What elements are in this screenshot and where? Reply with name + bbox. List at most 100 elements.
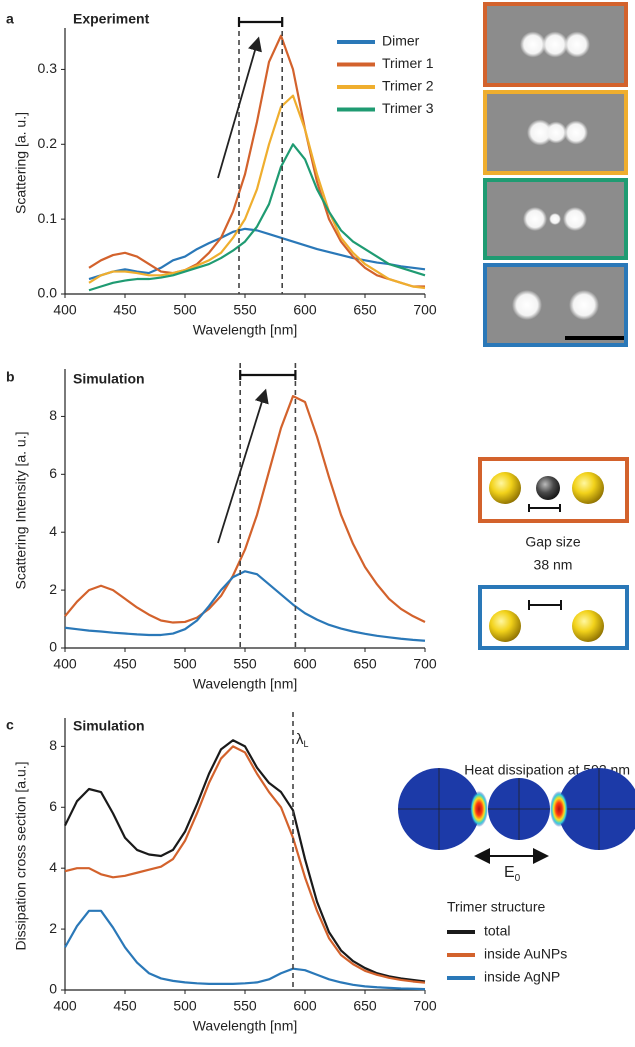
x-axis-label: Wavelength [nm] [193,676,298,692]
panel-label: b [6,369,15,385]
y-tick-label: 2 [49,920,57,936]
x-tick-label: 650 [353,656,377,672]
gold-sphere [489,610,521,642]
particle [564,120,588,145]
y-tick-label: 0.3 [38,60,58,76]
x-tick-label: 450 [113,998,137,1014]
shift-arrow [217,36,262,179]
particle [564,31,590,58]
x-tick-label: 400 [53,302,77,318]
sem-image [483,263,628,347]
gap-bar [528,504,561,512]
chart-title: Simulation [73,718,145,734]
x-tick-label: 600 [293,998,317,1014]
x-tick-label: 400 [53,656,77,672]
gold-sphere [572,610,604,642]
particle [549,213,561,225]
particle [527,119,553,146]
legend-label: inside AgNP [484,969,560,985]
legend-title: Trimer structure [447,899,545,915]
y-tick-label: 0.2 [38,135,58,151]
gold-sphere [572,472,604,504]
y-axis-label: Scattering Intensity [a. u.] [13,432,29,590]
x-tick-label: 500 [173,302,197,318]
x-tick-label: 600 [293,656,317,672]
silver-sphere [536,476,560,500]
x-tick-label: 550 [233,302,257,318]
sphere-grid [558,768,635,850]
gap-label: Gap size [525,534,580,550]
x-tick-label: 700 [413,302,437,318]
y-tick-label: 0.0 [38,285,58,301]
y-tick-label: 2 [49,581,57,597]
gap-bar [528,600,562,610]
y-tick-label: 0 [49,981,57,997]
x-tick-label: 550 [233,656,257,672]
legend-label: Trimer 2 [382,78,434,94]
x-tick-label: 550 [233,998,257,1014]
x-tick-label: 700 [413,656,437,672]
chart-title: Experiment [73,11,150,27]
x-tick-label: 650 [353,998,377,1014]
gap-value: 38 nm [534,557,573,573]
legend-label: Dimer [382,33,420,49]
x-tick-label: 600 [293,302,317,318]
y-tick-label: 6 [49,798,57,814]
series-line [88,34,425,288]
axis-line [64,718,425,991]
gold-sphere [489,472,521,504]
axis-line [64,369,425,649]
x-tick-label: 450 [113,302,137,318]
x-tick-label: 500 [173,998,197,1014]
particle [569,290,599,320]
series-line [88,227,426,281]
legend-label: total [484,923,510,939]
y-tick-label: 8 [49,737,57,753]
field-label: E0 [504,864,521,883]
field-label-sub: 0 [515,873,521,884]
gap-bracket [237,17,284,27]
x-tick-label: 450 [113,656,137,672]
y-tick-label: 8 [49,407,57,423]
y-tick-label: 6 [49,465,57,481]
series-line [64,739,426,983]
series-line [64,570,426,642]
legend-label: Trimer 1 [382,55,434,71]
series-line [64,745,426,984]
sem-image [483,90,628,175]
particle [545,121,567,144]
y-tick-label: 0.1 [38,210,58,226]
hot-spot [470,791,488,827]
shift-arrow [217,388,269,544]
x-tick-label: 650 [353,302,377,318]
x-axis-label: Wavelength [nm] [193,322,298,338]
panel-label: a [6,11,14,27]
y-axis-label: Dissipation cross section [a.u.] [13,761,29,950]
x-tick-label: 700 [413,998,437,1014]
hot-spot [550,791,568,827]
series-line [88,143,426,292]
series-line [88,94,426,290]
y-tick-label: 4 [49,859,57,875]
panel-label: c [6,717,14,733]
legend-label: inside AuNPs [484,946,567,962]
particle [520,31,546,58]
particle [512,290,542,320]
reference-label: λL [296,731,309,749]
reference-label-sub: L [304,739,309,749]
sphere-grid [488,778,550,840]
gap-bracket [239,370,297,380]
y-tick-label: 0 [49,639,57,655]
chart-title: Simulation [73,371,145,387]
x-axis-label: Wavelength [nm] [193,1018,298,1034]
dimer-box [478,585,629,650]
trimer-box [478,457,629,523]
x-tick-label: 400 [53,998,77,1014]
particle [563,207,587,231]
legend-label: Trimer 3 [382,100,434,116]
field-label-base: E [504,864,515,881]
y-axis-label: Scattering [a. u.] [13,112,29,214]
